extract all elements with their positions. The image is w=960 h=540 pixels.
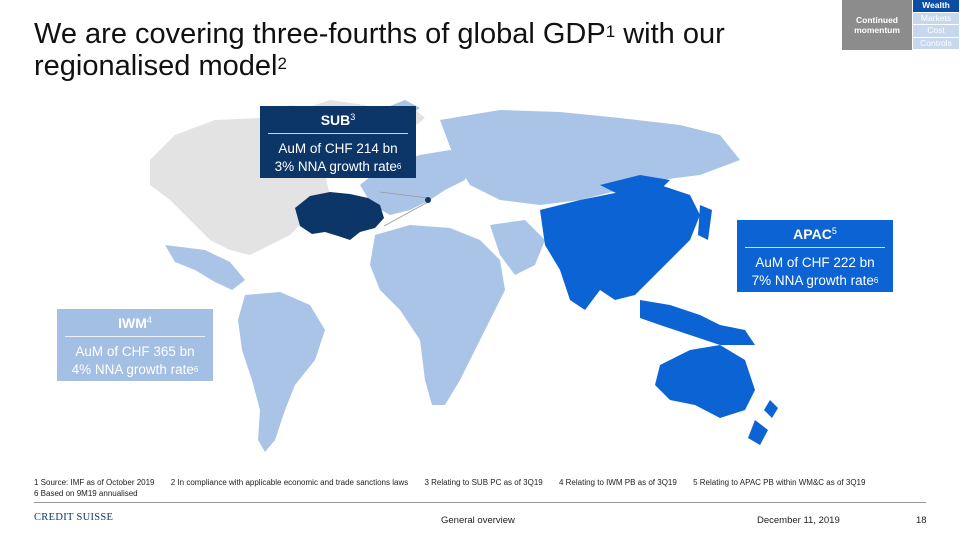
iwm-aum: AuM of CHF 365 bn: [75, 344, 195, 359]
title-line1-end: with our: [615, 18, 725, 50]
footer-date: December 11, 2019: [757, 515, 840, 526]
nav-item-controls[interactable]: Controls: [913, 37, 959, 49]
page-number: 18: [916, 515, 927, 526]
footer-divider: [34, 502, 926, 503]
title-line2: regionalised model: [34, 50, 278, 82]
apac-title: APAC: [793, 226, 832, 242]
nav-section-label: Continued momentum: [842, 0, 912, 50]
apac-growth: 7% NNA growth rate: [751, 273, 874, 288]
apac-growth-footnote: 6: [873, 276, 879, 285]
nav-items: Wealth Markets Cost Controls: [913, 0, 959, 50]
footnote-3: 3 Relating to SUB PC as of 3Q19: [424, 478, 543, 487]
apac-box-heading: APAC5: [745, 220, 885, 248]
sub-growth-footnote: 6: [396, 162, 402, 171]
title-footnote-1: 1: [605, 22, 616, 41]
switzerland-inset: [295, 191, 431, 240]
latin-america-region: [165, 245, 325, 452]
sub-growth: 3% NNA growth rate: [274, 159, 397, 174]
nav-item-cost[interactable]: Cost: [913, 25, 959, 37]
apac-footnote: 5: [831, 226, 837, 236]
title-line1: We are covering three-fourths of global …: [34, 18, 606, 50]
iwm-growth-footnote: 6: [193, 365, 199, 374]
sub-info-box: SUB3 AuM of CHF 214 bn 3% NNA growth rat…: [260, 106, 416, 178]
nav-item-markets[interactable]: Markets: [913, 12, 959, 24]
apac-region: [540, 175, 778, 445]
iwm-growth: 4% NNA growth rate: [71, 362, 194, 377]
iwm-title: IWM: [118, 315, 147, 331]
section-navigator: Continued momentum Wealth Markets Cost C…: [842, 0, 959, 50]
iwm-footnote: 4: [146, 315, 152, 325]
sub-aum: AuM of CHF 214 bn: [278, 141, 398, 156]
title-footnote-2: 2: [277, 54, 287, 73]
apac-info-box: APAC5 AuM of CHF 222 bn 7% NNA growth ra…: [737, 220, 893, 292]
footnote-4: 4 Relating to IWM PB as of 3Q19: [558, 478, 677, 487]
footnote-2: 2 In compliance with applicable economic…: [170, 478, 409, 487]
footnote-6: 6 Based on 9M19 annualised: [34, 488, 138, 498]
iwm-box-heading: IWM4: [65, 309, 205, 337]
footnote-1: 1 Source: IMF as of October 2019: [34, 478, 155, 487]
logo-text: CREDIT SUISSE: [34, 512, 114, 523]
footer-section: General overview: [441, 515, 515, 526]
iwm-info-box: IWM4 AuM of CHF 365 bn 4% NNA growth rat…: [57, 309, 213, 381]
sub-footnote: 3: [350, 112, 356, 122]
page-title: We are covering three-fourths of global …: [34, 18, 814, 82]
footnote-5: 5 Relating to APAC PB within WM&C as of …: [693, 478, 866, 487]
credit-suisse-logo: CREDIT SUISSE: [34, 512, 113, 523]
sub-title: SUB: [320, 112, 351, 128]
footnotes: 1 Source: IMF as of October 2019 2 In co…: [34, 478, 934, 499]
apac-aum: AuM of CHF 222 bn: [755, 255, 875, 270]
nav-item-wealth[interactable]: Wealth: [913, 0, 959, 12]
sub-box-heading: SUB3: [268, 106, 408, 134]
